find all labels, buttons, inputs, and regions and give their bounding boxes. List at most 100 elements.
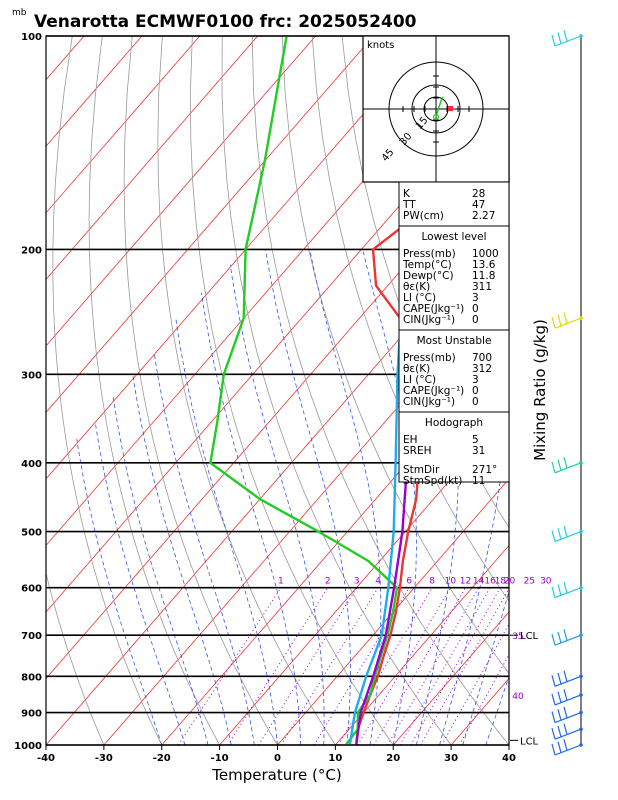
table-section-header: Most Unstable (417, 335, 492, 347)
lcl-label: LCL (520, 736, 539, 747)
pressure-tick-label: 200 (21, 245, 42, 256)
mixing-ratio-tick-label: 8 (429, 577, 435, 587)
isotherm (219, 411, 509, 745)
wind-barb-flag (557, 631, 562, 644)
mixing-ratio-tick-label: 4 (375, 577, 381, 587)
table-row-label: Dewp(°C) (403, 270, 454, 282)
moist-adiabat (362, 249, 417, 745)
dry-adiabat (88, 36, 220, 745)
wind-barb-flag (563, 689, 568, 701)
pressure-ticks: 100 200 300 400 500 600 700 800 900 1000 (14, 32, 42, 752)
mixing-ratio-tick-label: 25 (524, 577, 535, 587)
wind-barb (551, 312, 583, 329)
x-axis-label: Temperature (°C) (211, 766, 341, 784)
wind-barb-flag (563, 723, 568, 735)
table-row-value: 47 (472, 199, 485, 211)
table-row-value: 3 (472, 374, 479, 386)
wind-barb-flag (551, 743, 556, 756)
mixing-ratio-line (280, 587, 379, 745)
table-row-value: 311 (472, 281, 492, 293)
wind-barb-staff (554, 728, 582, 740)
table-row-label: TT (402, 199, 416, 211)
pressure-tick-label: 400 (21, 459, 42, 470)
dry-adiabat (281, 36, 509, 675)
table-section-header: Hodograph (425, 417, 483, 429)
table-row-label: EH (403, 434, 418, 446)
wind-barbs (551, 30, 583, 756)
chart-title: Venarotta ECMWF0100 frc: 2025052400 (34, 12, 417, 32)
wind-barb-staff (554, 462, 582, 474)
table-row-label: LI (°C) (403, 292, 436, 304)
table-row-label: θε(K) (403, 363, 430, 375)
wind-barb-staff (554, 317, 582, 329)
table-row-label: StmDir (403, 464, 440, 476)
table-row-value: 0 (472, 314, 479, 326)
wind-barb-flag (557, 314, 562, 326)
wind-barb-flag (563, 312, 568, 324)
wind-barb-flag (557, 725, 562, 738)
table-row-value: 0 (472, 385, 479, 397)
wind-barb-flag (563, 739, 568, 751)
mixing-ratio-tick-label: 20 (504, 577, 516, 587)
pressure-tick-label: 900 (21, 709, 42, 720)
wind-barb-flag (557, 741, 562, 753)
wind-barb (551, 629, 583, 646)
table-row-label: Temp(°C) (402, 259, 452, 271)
wind-barb-staff (554, 531, 582, 543)
hodograph-trace (435, 96, 444, 118)
dry-adiabat (311, 36, 509, 602)
moist-adiabat (112, 394, 209, 745)
table-row-label: StmSpd(kt) (403, 475, 462, 487)
wind-barb-staff (554, 587, 582, 599)
mixing-ratio-line (357, 587, 451, 745)
moist-adiabat (265, 249, 351, 745)
wind-barb-staff (554, 744, 582, 756)
table-row-value: 0 (472, 303, 479, 315)
pressure-tick-label: 500 (21, 528, 42, 539)
table-row-label: Press(mb) (403, 352, 456, 364)
temperature-tick-label: 20 (386, 753, 400, 764)
wind-barb (551, 739, 583, 756)
wind-barb-flag (563, 30, 568, 42)
mixing-ratio-tick-label: 30 (540, 577, 552, 587)
wind-barb-flag (563, 670, 568, 682)
mixing-ratio-tick-label: 1 (278, 577, 284, 587)
mixing-ratio-edge-label: 35 (512, 632, 523, 642)
isotherm (46, 36, 374, 413)
wind-barb-flag (551, 586, 556, 598)
table-row-label: CAPE(Jkg⁻¹) (403, 385, 464, 397)
wind-barb-flag (551, 693, 556, 706)
moist-adiabat (416, 249, 460, 745)
wind-barb (551, 581, 583, 599)
wind-barb-staff (554, 694, 582, 706)
mixing-ratio-line (258, 587, 358, 745)
isotherm (46, 36, 316, 347)
pressure-tick-label: 600 (21, 584, 42, 595)
wind-barb (551, 723, 583, 740)
table-row-value: 3 (472, 292, 479, 304)
wind-barb-flag (563, 581, 568, 594)
table-row-value: 28 (472, 188, 485, 200)
mixing-ratio-tick-label: 18 (495, 577, 507, 587)
dry-adiabat (582, 36, 618, 745)
temperature-tick-label: 0 (274, 753, 281, 764)
temperature-tick-label: -10 (211, 753, 229, 764)
table-frame (398, 181, 510, 483)
dry-adiabat (46, 571, 105, 745)
hodograph-units: knots (367, 40, 394, 51)
pressure-tick-label: 1000 (14, 741, 42, 752)
isotherm (46, 36, 201, 214)
table-row-value: 31 (472, 445, 485, 457)
wind-barb (551, 457, 583, 474)
mixing-ratio-line (458, 653, 509, 745)
moist-adiabat (201, 292, 301, 745)
table-row-label: CAPE(Jkg⁻¹) (403, 303, 464, 315)
pressure-tick-label: 800 (21, 672, 42, 683)
table-row-value: 312 (472, 363, 492, 375)
moist-adiabat (153, 352, 255, 745)
isotherm (567, 36, 618, 745)
wind-barb-flag (557, 584, 562, 596)
